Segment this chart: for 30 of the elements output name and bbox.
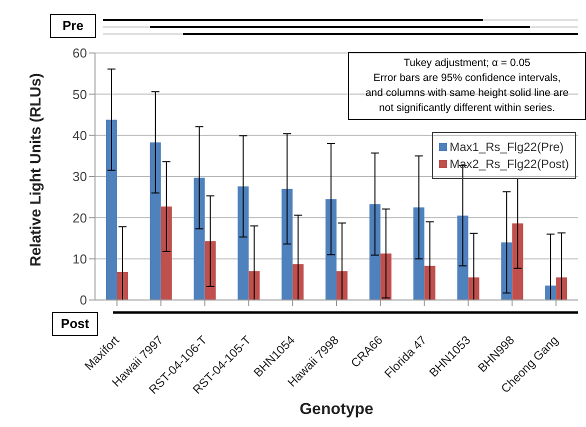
y-tick-label: 60 [72, 46, 87, 61]
bar [150, 142, 161, 300]
y-tick-label: 10 [72, 251, 87, 266]
y-tick-label: 20 [72, 210, 87, 226]
bar [326, 199, 337, 300]
legend-label: Max2_Rs_Flg22(Post) [450, 157, 569, 171]
x-axis-title: Genotype [300, 401, 374, 418]
bar [160, 206, 172, 300]
bar [457, 216, 468, 300]
legend-label: Max1_Rs_Flg22(Pre) [450, 140, 564, 154]
y-axis-title: Relative Light Units (RLUs) [27, 73, 44, 266]
bar [336, 271, 348, 300]
bar [501, 242, 512, 300]
bar [282, 188, 293, 300]
y-tick-label: 0 [80, 292, 87, 308]
bar [369, 204, 380, 300]
y-tick-label: 50 [72, 86, 87, 102]
bar [238, 186, 249, 300]
bar [106, 120, 117, 300]
bar [204, 241, 216, 300]
bar [512, 223, 524, 300]
bar [413, 207, 424, 300]
y-tick-label: 40 [72, 128, 87, 143]
text: Post [60, 316, 90, 331]
annotation: Tukey adjustment; α = 0.05 Error bars are 95% confidence intervals, and columns with same height solid line are not significantly different within series. [365, 57, 569, 114]
bar [292, 264, 304, 300]
y-tick-label: 30 [72, 169, 87, 184]
bar [248, 271, 260, 300]
text: Pre [62, 18, 84, 33]
bar [194, 178, 205, 300]
